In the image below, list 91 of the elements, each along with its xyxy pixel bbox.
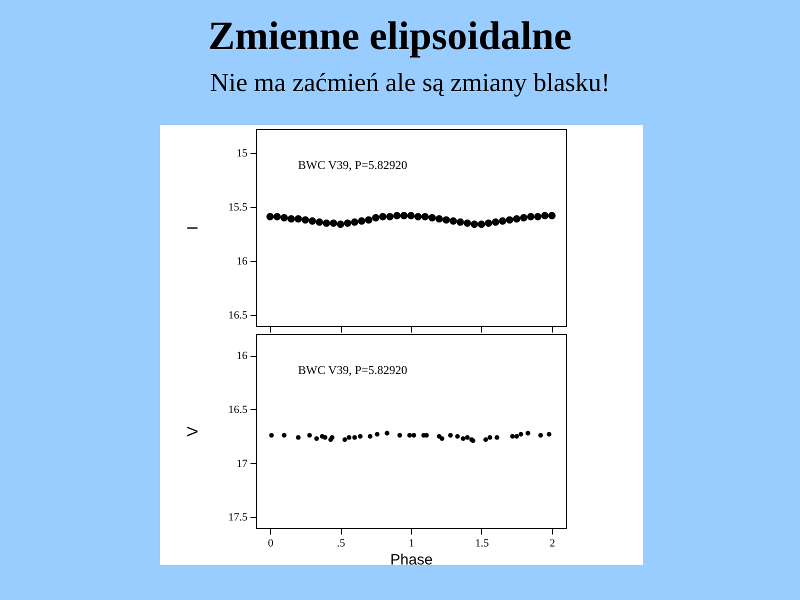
y-tick-label: 16 bbox=[236, 350, 248, 362]
point bbox=[358, 217, 366, 225]
point bbox=[435, 215, 443, 223]
point bbox=[455, 434, 460, 439]
point bbox=[393, 212, 401, 220]
point bbox=[484, 219, 492, 227]
point bbox=[442, 216, 450, 224]
point bbox=[492, 218, 500, 226]
point bbox=[358, 434, 363, 439]
y-tick-label: 17 bbox=[236, 458, 248, 470]
point bbox=[397, 432, 402, 438]
point bbox=[518, 432, 524, 437]
x-tick-label: 0 bbox=[268, 538, 274, 550]
point bbox=[266, 212, 274, 220]
point bbox=[350, 218, 358, 226]
point bbox=[440, 436, 444, 441]
point bbox=[368, 434, 372, 439]
point bbox=[456, 218, 464, 226]
point bbox=[464, 219, 472, 227]
x-tick-label: 1 bbox=[408, 538, 414, 550]
x-tick-label: .5 bbox=[336, 538, 346, 550]
point bbox=[344, 219, 352, 227]
point bbox=[269, 432, 274, 438]
point bbox=[314, 436, 319, 441]
point bbox=[483, 437, 488, 442]
point bbox=[470, 220, 478, 228]
point bbox=[379, 212, 387, 220]
y-tick-label: 16 bbox=[236, 256, 248, 268]
x-tick-label: 2 bbox=[550, 538, 556, 550]
point bbox=[346, 435, 352, 440]
point bbox=[352, 435, 357, 440]
point bbox=[384, 430, 390, 436]
y-tick-label: 15.5 bbox=[228, 201, 248, 214]
point bbox=[478, 220, 486, 228]
point bbox=[541, 212, 549, 220]
point bbox=[365, 216, 372, 224]
point bbox=[386, 212, 394, 220]
point bbox=[414, 212, 422, 220]
point bbox=[273, 212, 281, 220]
y-axis-title: I bbox=[184, 226, 202, 230]
point bbox=[428, 214, 436, 222]
point bbox=[288, 215, 295, 223]
point bbox=[330, 219, 338, 227]
point bbox=[336, 220, 344, 228]
point bbox=[400, 212, 408, 220]
point bbox=[372, 214, 380, 222]
y-tick-label: 16.5 bbox=[228, 310, 248, 322]
annotation: BWC V39, P=5.82920 bbox=[298, 158, 408, 172]
point bbox=[280, 214, 288, 222]
point bbox=[527, 212, 534, 220]
point bbox=[296, 435, 301, 440]
x-tick-label: 1.5 bbox=[475, 538, 490, 550]
point bbox=[308, 217, 316, 225]
point bbox=[548, 212, 556, 220]
y-tick-label: 15 bbox=[236, 147, 248, 160]
chart-subtitle: Nie ma zaćmień ale są zmiany blasku! bbox=[209, 68, 611, 98]
point bbox=[512, 215, 520, 223]
point bbox=[316, 218, 324, 226]
point bbox=[514, 434, 520, 439]
point bbox=[294, 215, 302, 223]
point bbox=[322, 219, 330, 227]
x-axis-title: Phase bbox=[390, 552, 433, 568]
point bbox=[307, 432, 312, 438]
y-axis-title: V bbox=[184, 426, 202, 437]
point bbox=[488, 435, 492, 440]
point bbox=[342, 437, 348, 442]
point bbox=[510, 434, 515, 439]
point bbox=[282, 432, 287, 438]
point bbox=[460, 436, 466, 441]
point bbox=[450, 217, 457, 225]
chart-title: Zmienne elipsoidalne bbox=[207, 12, 573, 59]
point bbox=[498, 217, 506, 225]
point bbox=[411, 432, 416, 438]
y-tick-label: 17.5 bbox=[228, 512, 248, 524]
point bbox=[494, 435, 500, 440]
point bbox=[546, 432, 552, 437]
point bbox=[407, 432, 412, 438]
point bbox=[407, 212, 415, 220]
point bbox=[526, 430, 530, 436]
point bbox=[322, 435, 328, 440]
point bbox=[506, 216, 514, 224]
annotation: BWC V39, P=5.82920 bbox=[298, 363, 408, 377]
point bbox=[520, 214, 528, 222]
point bbox=[302, 216, 310, 224]
point bbox=[538, 432, 543, 438]
point bbox=[448, 432, 453, 438]
point bbox=[534, 212, 542, 220]
point bbox=[374, 432, 380, 437]
point bbox=[465, 435, 470, 440]
y-tick-label: 16.5 bbox=[228, 404, 248, 416]
point bbox=[421, 212, 429, 220]
